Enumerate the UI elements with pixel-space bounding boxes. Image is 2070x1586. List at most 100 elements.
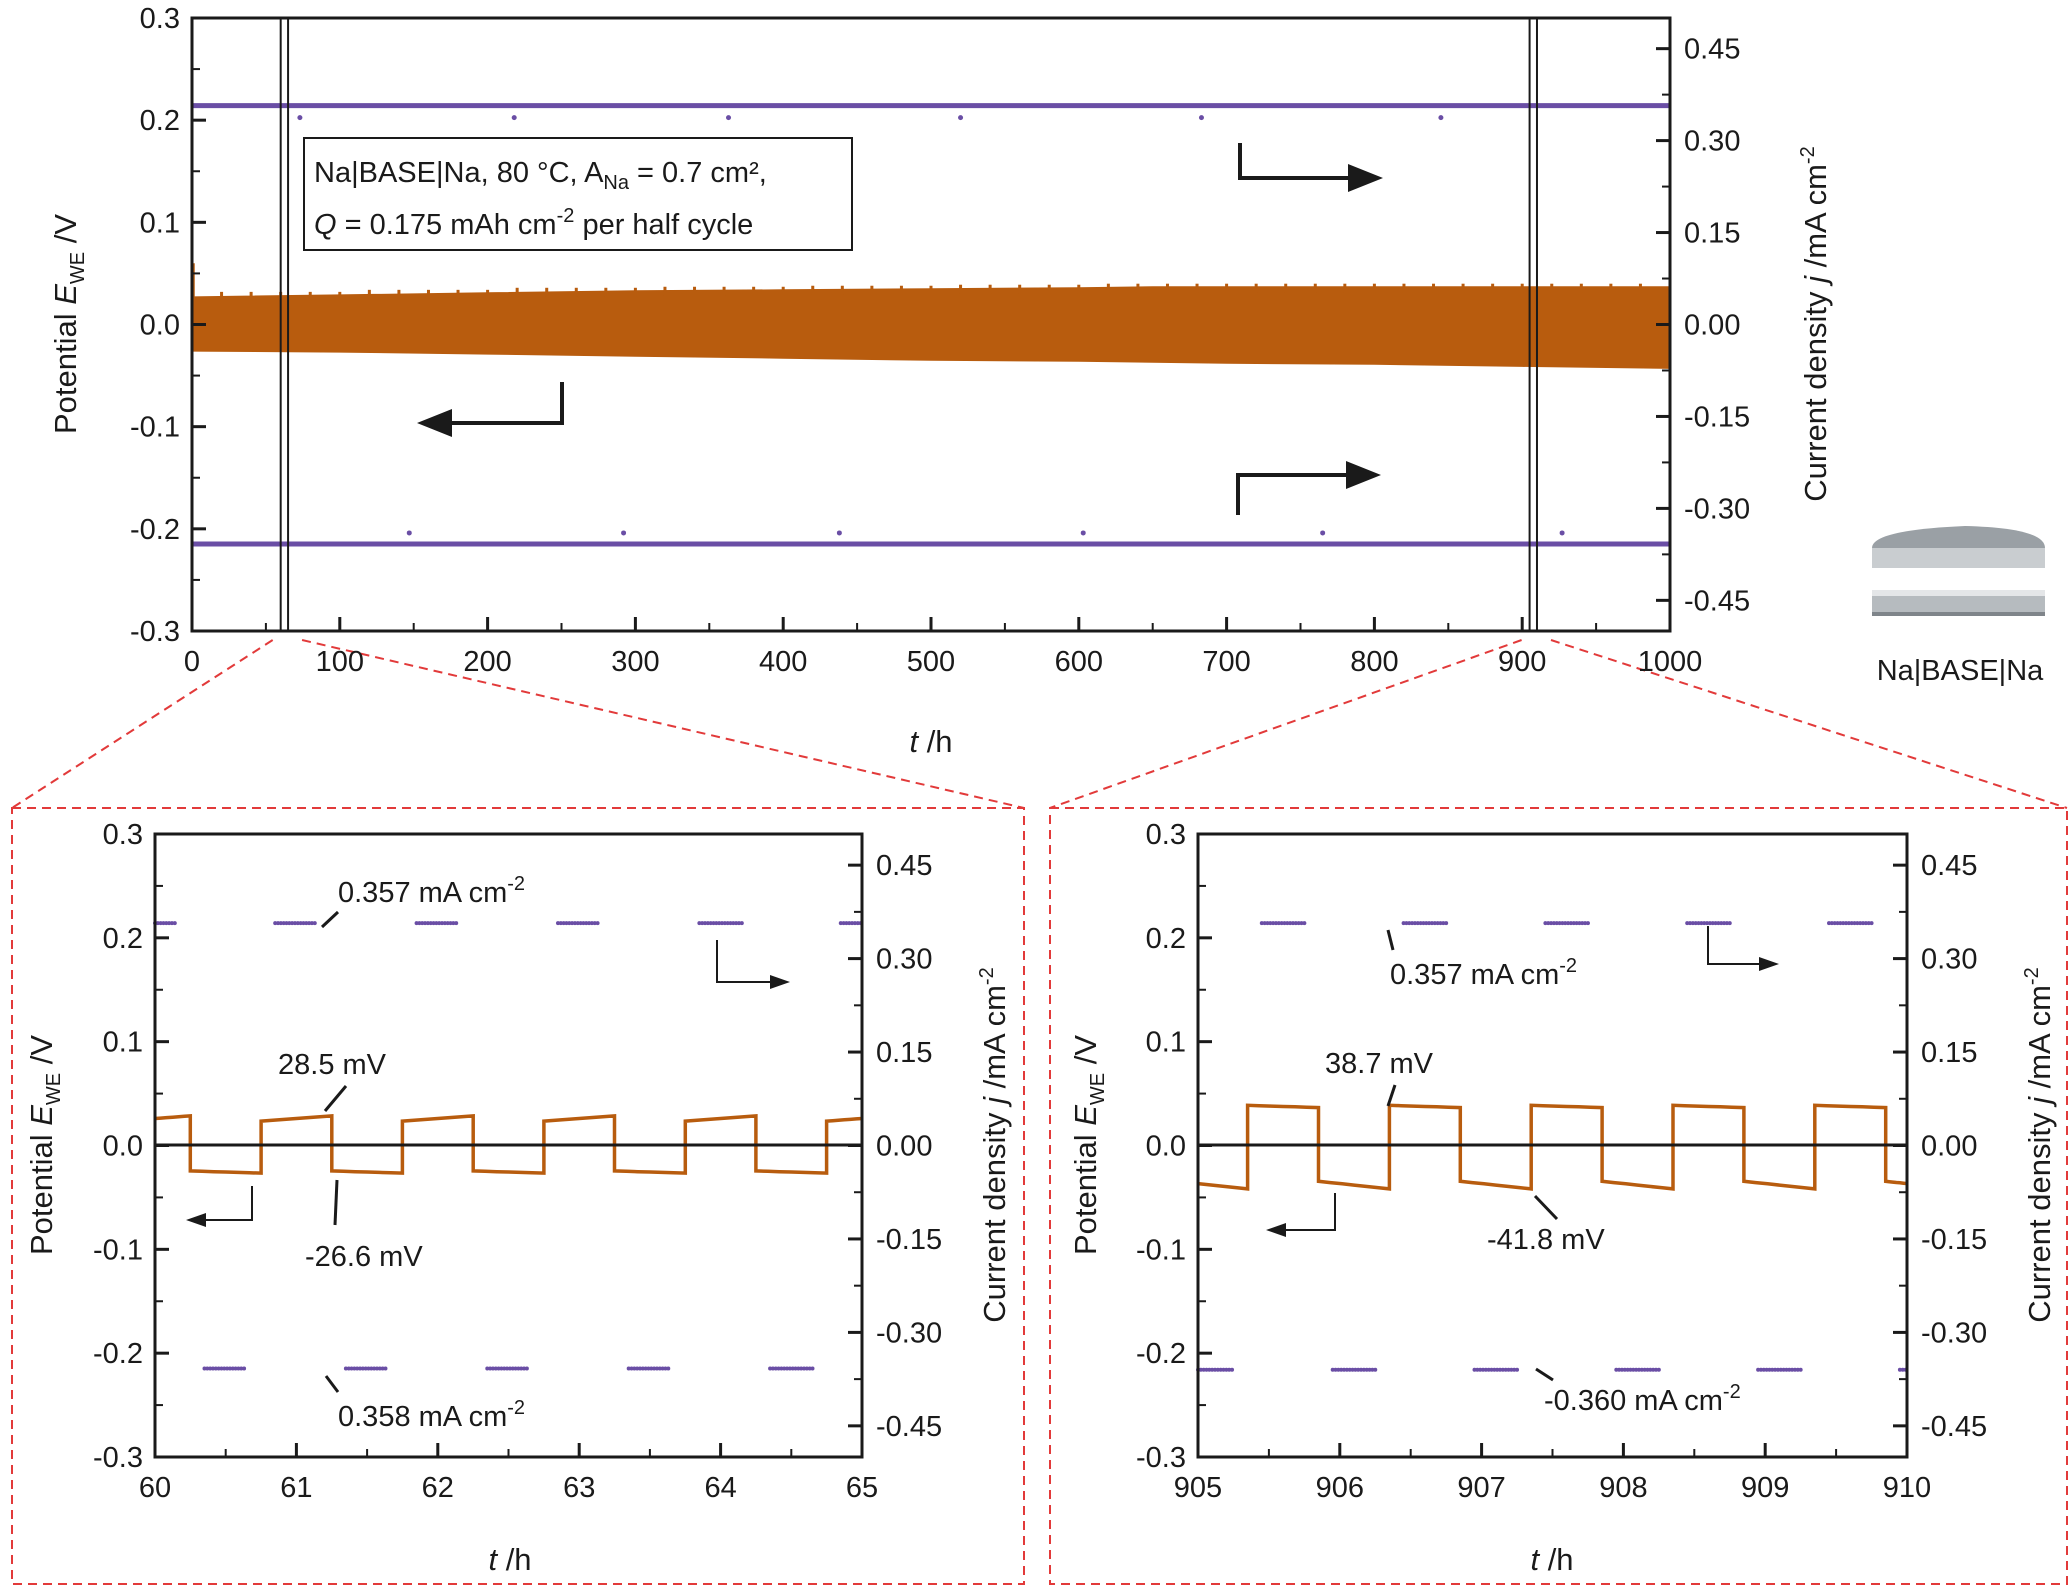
y-tick-label-left: 0.1 [103,1027,143,1059]
y-tick-label-right: -0.15 [1684,401,1750,433]
current-density-point [1262,921,1267,926]
current-density-point [1336,1367,1341,1372]
current-density-point [172,921,177,926]
current-density-point [1472,1367,1477,1372]
arrow-head [186,1213,206,1227]
current-density-point [1218,1367,1223,1372]
current-density-point [161,921,166,926]
y-tick-label-left: 0.0 [103,1131,143,1163]
current-density-point [1625,1367,1630,1372]
current-density-point [1282,921,1287,926]
y-tick-label-right: 0.15 [1921,1037,1977,1069]
current-density-point [567,921,572,926]
current-density-point [1654,1367,1659,1372]
current-density-point [292,921,297,926]
current-density-point [564,921,569,926]
arrow-current-right-lower [1236,473,1350,515]
current-density-point [205,1366,210,1371]
current-density-point [360,1366,365,1371]
current-outlier-point [297,115,303,121]
y-tick-label-left: 0.1 [1146,1027,1186,1059]
current-density-point [646,1366,651,1371]
current-density-point [1495,1367,1500,1372]
current-density-point [1656,1367,1661,1372]
annotation-peak-neg: -26.6 mV [305,1241,423,1273]
current-density-point [697,921,702,926]
y-tick-label-right: 0.30 [1921,944,1977,976]
current-density-point [1787,1367,1792,1372]
cell-illustration [1872,526,2045,616]
current-density-point [423,921,428,926]
x-tick-label: 900 [1498,646,1546,678]
current-density-point [841,921,846,926]
current-density-point [1628,1367,1633,1372]
y-tick-label-right: -0.30 [876,1317,942,1349]
x-axis-title: t /h [488,1542,531,1577]
current-density-point [208,1366,213,1371]
arrow-head [1266,1223,1286,1237]
current-density-point [734,921,739,926]
current-density-point [1696,921,1701,926]
current-density-point [1415,921,1420,926]
x-tick-label: 200 [463,646,511,678]
annotation-current-pos: 0.357 mA cm-2 [338,873,525,909]
current-density-point [1273,921,1278,926]
y-tick-label-right: 0.15 [1684,218,1740,250]
x-tick-label: 700 [1202,646,1250,678]
current-density-point [1727,921,1732,926]
current-density-point [1900,1367,1905,1372]
potential-band-fill [191,286,1671,369]
current-density-point [1651,1367,1656,1372]
current-density-point [519,1366,524,1371]
current-density-point [1342,1367,1347,1372]
current-density-point [1356,1367,1361,1372]
arrow-current-right [716,940,771,983]
annotation-leader [1386,929,1395,951]
current-density-point [1617,1367,1622,1372]
current-density-point [700,921,705,926]
current-density-point [1707,921,1712,926]
current-density-point [1784,1367,1789,1372]
arrow-potential-left [1286,1193,1336,1231]
current-density-point [1359,1367,1364,1372]
current-density-point [1781,1367,1786,1372]
current-density-point [1790,1367,1795,1372]
arrow-head [1759,957,1779,971]
current-density-point [555,921,560,926]
current-density-point [663,1366,668,1371]
current-density-point [1364,1367,1369,1372]
arrow-current-right-upper [1238,143,1352,180]
current-density-point [1619,1367,1624,1372]
current-density-point [722,921,727,926]
current-density-point [428,921,433,926]
current-density-point [731,921,736,926]
current-density-point [488,1366,493,1371]
current-density-point [1344,1367,1349,1372]
current-density-point [349,1366,354,1371]
current-density-point [1577,921,1582,926]
current-density-point [1636,1367,1641,1372]
current-density-point [592,921,597,926]
current-density-point [1291,921,1296,926]
current-density-point [278,921,283,926]
current-density-point [561,921,566,926]
y-tick-label-left: 0.0 [1146,1131,1186,1163]
current-density-point [496,1366,501,1371]
current-density-point [652,1366,657,1371]
current-density-point [728,921,733,926]
current-density-point [451,921,456,926]
current-density-point [298,921,303,926]
current-density-point [281,921,286,926]
current-density-point [773,1366,778,1371]
current-density-point [1648,1367,1653,1372]
current-density-point [1483,1367,1488,1372]
current-density-point [1486,1367,1491,1372]
current-density-point [1585,921,1590,926]
zoom-box-left [11,807,1025,1585]
current-density-point [1421,921,1426,926]
x-tick-label: 61 [280,1472,312,1504]
current-density-point [793,1366,798,1371]
current-outlier-point [1080,530,1086,536]
current-density-point [216,1366,221,1371]
current-density-point [1580,921,1585,926]
